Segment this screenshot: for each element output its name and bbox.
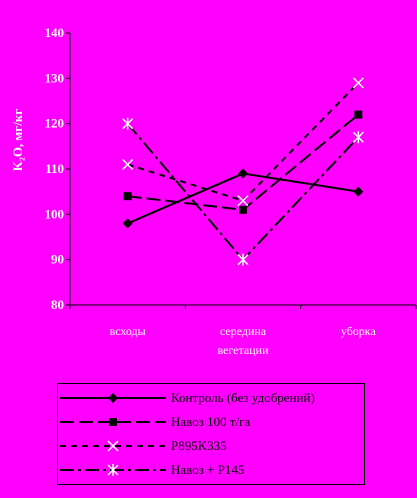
y-tick-label: 100 bbox=[45, 206, 65, 221]
series-4-point bbox=[352, 131, 364, 144]
x-category-label: уборка bbox=[341, 324, 377, 338]
series-line-2 bbox=[127, 113, 359, 211]
series-2-point bbox=[354, 110, 363, 119]
legend-label: Навоз 100 т/га bbox=[171, 414, 251, 429]
legend-marker bbox=[108, 393, 118, 403]
series-3-point bbox=[352, 77, 364, 89]
y-tick-label: 90 bbox=[51, 252, 64, 267]
legend-swatch bbox=[60, 418, 166, 426]
y-tick-label: 130 bbox=[45, 70, 65, 85]
x-category-label: середина вегетации bbox=[218, 324, 270, 357]
legend-swatch bbox=[60, 393, 166, 403]
y-tick-label: 80 bbox=[51, 297, 64, 312]
legend: Контроль (без удобрений) Навоз 100 т/га P8… bbox=[57, 383, 365, 485]
y-tick-label: 110 bbox=[45, 161, 64, 176]
legend-label: Контроль (без удобрений) bbox=[171, 390, 315, 405]
x-category-label: всходы bbox=[110, 324, 146, 338]
legend-swatch bbox=[60, 464, 166, 476]
series-1-point bbox=[353, 186, 364, 197]
legend-marker bbox=[109, 418, 117, 426]
legend-item: P895K335 bbox=[58, 437, 364, 457]
x-category-labels: всходы середина вегетации уборка bbox=[69, 305, 417, 357]
y-tick-label: 140 bbox=[45, 25, 65, 40]
series-1-point bbox=[122, 218, 133, 229]
y-tick-labels: 80 90 100 110 120 130 140 bbox=[45, 25, 70, 312]
series-line-3 bbox=[127, 82, 360, 202]
series-1-point bbox=[238, 168, 248, 179]
legend-swatch bbox=[60, 440, 166, 452]
legend-label: P895K335 bbox=[171, 438, 227, 453]
legend-item: Навоз 100 т/га bbox=[58, 413, 364, 433]
legend-marker bbox=[107, 464, 119, 476]
legend-marker bbox=[107, 440, 119, 452]
legend-item: Навоз + P145 bbox=[58, 461, 364, 481]
series-markers bbox=[122, 77, 364, 266]
series-2-point bbox=[123, 192, 132, 201]
series-line-1 bbox=[127, 172, 359, 225]
y-axis-label: K₂O, мг/кг bbox=[10, 109, 25, 171]
y-tick-label: 120 bbox=[45, 116, 65, 131]
series-4-point bbox=[237, 253, 249, 266]
series-3-point bbox=[237, 195, 249, 207]
series-2-point bbox=[239, 205, 247, 214]
series-3-point bbox=[122, 158, 134, 170]
series-4-point bbox=[122, 117, 134, 130]
legend-item: Контроль (без удобрений) bbox=[58, 389, 364, 409]
legend-label: Навоз + P145 bbox=[171, 462, 245, 477]
